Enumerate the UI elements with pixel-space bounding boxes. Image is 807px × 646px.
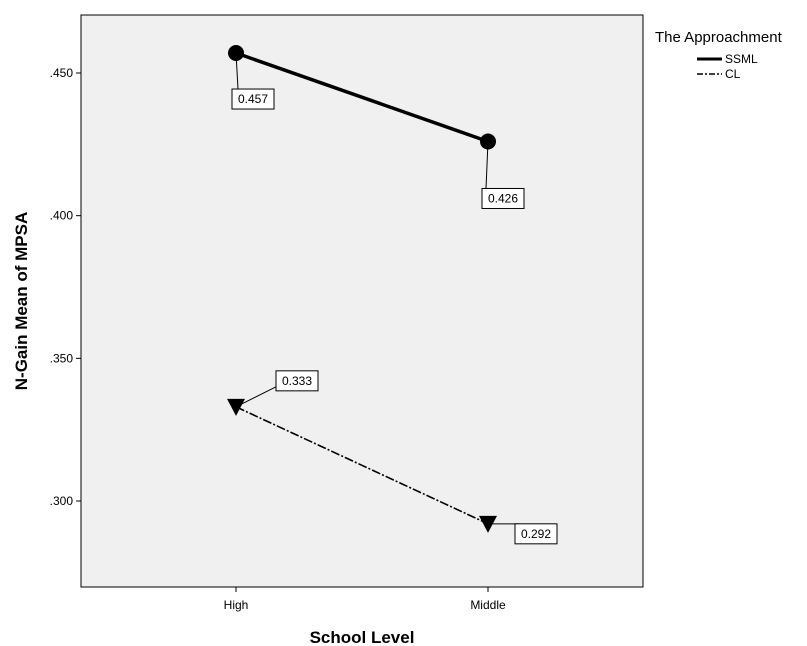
y-axis-title: N-Gain Mean of MPSA [12, 212, 31, 391]
legend-label-ssml: SSML [725, 52, 758, 66]
data-label: 0.426 [488, 191, 518, 205]
x-axis: High Middle [224, 587, 506, 612]
data-label: 0.292 [521, 527, 551, 541]
legend-label-cl: CL [725, 67, 741, 81]
data-label-box [231, 88, 275, 110]
y-tick-label: .300 [50, 494, 74, 508]
data-label-box [514, 523, 558, 545]
plot-area [80, 14, 644, 588]
y-tick-label: .450 [50, 66, 74, 80]
data-label-box [275, 370, 319, 392]
series-line-ssml [235, 51, 489, 144]
x-tick-label: High [224, 598, 249, 612]
y-axis: .300 .350 .400 .450 [50, 66, 81, 508]
legend-title: The Approachment [655, 29, 783, 46]
data-label-leader [485, 141, 489, 189]
data-label-box [481, 187, 525, 209]
x-tick-label: Middle [470, 598, 506, 612]
y-tick-label: .400 [50, 209, 74, 223]
marker-cl [227, 398, 245, 416]
data-label-leader [235, 386, 277, 408]
x-axis-title: School Level [310, 628, 415, 646]
data-label: 0.333 [282, 374, 312, 388]
data-label: 0.457 [238, 92, 268, 106]
data-label-leader [235, 52, 239, 90]
data-labels: 0.457 0.426 0.333 0.292 [231, 52, 558, 545]
y-tick-label: .350 [50, 351, 74, 365]
series-line-cl [235, 406, 489, 525]
